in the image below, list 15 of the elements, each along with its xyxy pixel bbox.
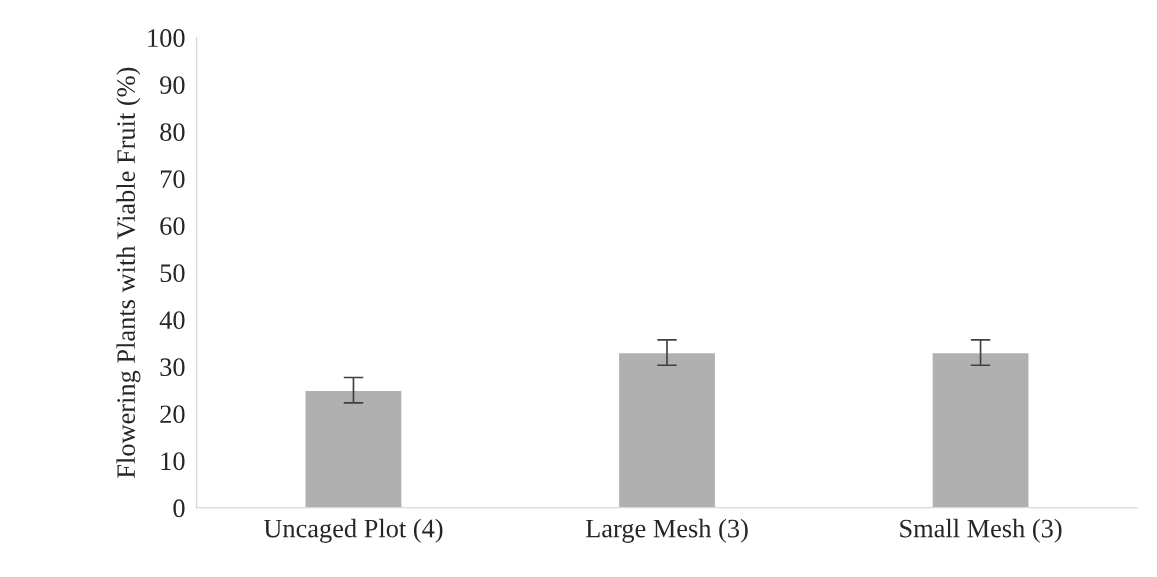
y-tick-label: 20 [160, 405, 185, 424]
x-tick-label: Uncaged Plot (4) [263, 518, 443, 543]
x-tick-label: Large Mesh (3) [585, 518, 748, 543]
x-tick-label: Small Mesh (3) [900, 518, 1062, 543]
y-tick-label: 90 [160, 76, 185, 94]
y-tick-label: 0 [173, 499, 185, 518]
y-tick-label: 100 [148, 29, 185, 47]
y-tick-label: 40 [159, 311, 185, 330]
y-tick-label: 50 [160, 264, 185, 283]
y-tick-label: 10 [161, 452, 185, 471]
y-tick-label: 80 [160, 123, 185, 141]
y-tick-label: 30 [160, 358, 185, 377]
y-tick-label: 60 [160, 217, 185, 236]
y-axis-title: Flowering Plants with Viable Fruit (%) [116, 67, 141, 478]
y-tick-label: 70 [160, 170, 185, 188]
